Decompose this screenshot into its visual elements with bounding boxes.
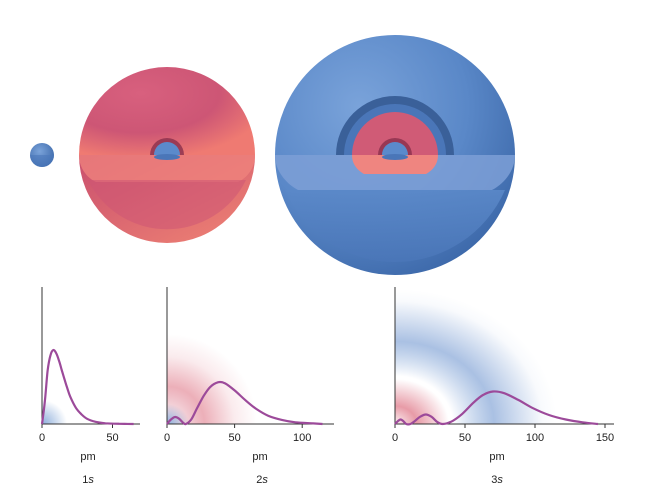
halo-2s-pink (167, 274, 317, 424)
x-tick-label: 0 (39, 432, 45, 444)
radial-curve-1s (40, 348, 134, 426)
plot-3s: 0 50 100 150 pm 3s (392, 274, 614, 486)
orbital-label-1s: 1s (82, 474, 94, 486)
x-ticks-2s: 0 50 100 (164, 424, 311, 444)
x-tick-label: 150 (596, 432, 614, 444)
x-tick-label: 50 (228, 432, 240, 444)
x-tick-label: 50 (459, 432, 471, 444)
orbital-3s-sphere (275, 35, 515, 275)
halo-3s-pink (395, 274, 575, 424)
plot-1s: 0 50 pm 1s (39, 287, 140, 486)
radial-curve-2s (166, 380, 323, 426)
orbital-1s-sphere (30, 143, 54, 167)
orbital-label-3s: 3s (491, 474, 503, 486)
x-tick-label: 50 (106, 432, 118, 444)
radial-curve-3s (394, 390, 599, 426)
orbital-2s-sphere (79, 67, 255, 243)
x-tick-label: 0 (392, 432, 398, 444)
x-tick-label: 100 (526, 432, 544, 444)
x-axis-unit-3s: pm (489, 451, 504, 463)
x-tick-label: 0 (164, 432, 170, 444)
plot-2s: 0 50 100 pm 2s (164, 274, 334, 486)
x-axis-unit-1s: pm (80, 451, 95, 463)
x-axis-unit-2s: pm (252, 451, 267, 463)
x-tick-label: 100 (293, 432, 311, 444)
orbital-label-2s: 2s (256, 474, 268, 486)
halo-1s-blue (42, 400, 67, 424)
x-ticks-1s: 0 50 (39, 424, 119, 444)
x-ticks-3s: 0 50 100 150 (392, 424, 614, 444)
